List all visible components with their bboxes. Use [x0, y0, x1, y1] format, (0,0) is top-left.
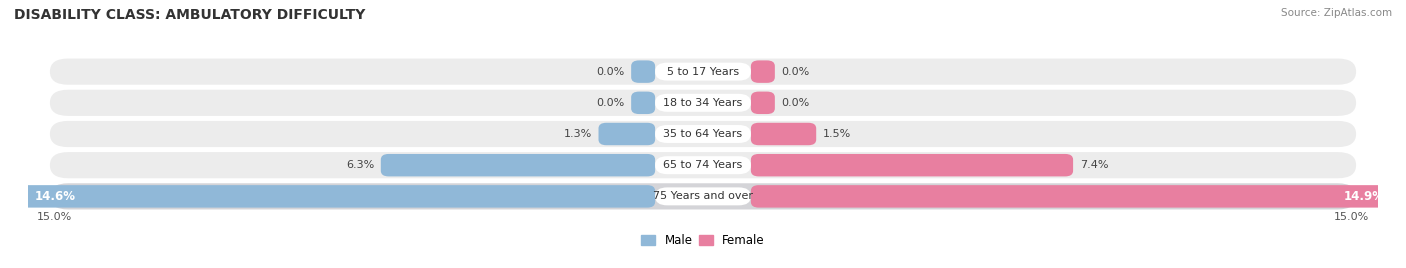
- Text: DISABILITY CLASS: AMBULATORY DIFFICULTY: DISABILITY CLASS: AMBULATORY DIFFICULTY: [14, 8, 366, 22]
- FancyBboxPatch shape: [381, 154, 655, 176]
- FancyBboxPatch shape: [655, 94, 751, 112]
- Text: 75 Years and over: 75 Years and over: [652, 191, 754, 201]
- Legend: Male, Female: Male, Female: [637, 229, 769, 252]
- FancyBboxPatch shape: [631, 92, 655, 114]
- FancyBboxPatch shape: [751, 60, 775, 83]
- Text: 0.0%: 0.0%: [782, 98, 810, 108]
- FancyBboxPatch shape: [655, 187, 751, 205]
- Text: 0.0%: 0.0%: [782, 67, 810, 77]
- FancyBboxPatch shape: [49, 58, 1357, 85]
- Text: 1.3%: 1.3%: [564, 129, 592, 139]
- Text: 18 to 34 Years: 18 to 34 Years: [664, 98, 742, 108]
- Text: 14.6%: 14.6%: [35, 190, 76, 203]
- FancyBboxPatch shape: [655, 156, 751, 174]
- FancyBboxPatch shape: [751, 92, 775, 114]
- Text: 7.4%: 7.4%: [1080, 160, 1108, 170]
- Text: 14.9%: 14.9%: [1343, 190, 1385, 203]
- Text: 65 to 74 Years: 65 to 74 Years: [664, 160, 742, 170]
- FancyBboxPatch shape: [751, 154, 1073, 176]
- FancyBboxPatch shape: [49, 152, 1357, 178]
- FancyBboxPatch shape: [655, 63, 751, 81]
- FancyBboxPatch shape: [599, 123, 655, 145]
- FancyBboxPatch shape: [49, 90, 1357, 116]
- Text: Source: ZipAtlas.com: Source: ZipAtlas.com: [1281, 8, 1392, 18]
- FancyBboxPatch shape: [751, 123, 817, 145]
- Text: 35 to 64 Years: 35 to 64 Years: [664, 129, 742, 139]
- FancyBboxPatch shape: [20, 185, 655, 208]
- Text: 1.5%: 1.5%: [823, 129, 851, 139]
- FancyBboxPatch shape: [655, 125, 751, 143]
- Text: 0.0%: 0.0%: [596, 67, 624, 77]
- FancyBboxPatch shape: [631, 60, 655, 83]
- Text: 15.0%: 15.0%: [1334, 212, 1369, 222]
- Text: 0.0%: 0.0%: [596, 98, 624, 108]
- FancyBboxPatch shape: [751, 185, 1399, 208]
- Text: 5 to 17 Years: 5 to 17 Years: [666, 67, 740, 77]
- Text: 6.3%: 6.3%: [346, 160, 374, 170]
- FancyBboxPatch shape: [49, 121, 1357, 147]
- FancyBboxPatch shape: [49, 183, 1357, 210]
- Text: 15.0%: 15.0%: [37, 212, 72, 222]
